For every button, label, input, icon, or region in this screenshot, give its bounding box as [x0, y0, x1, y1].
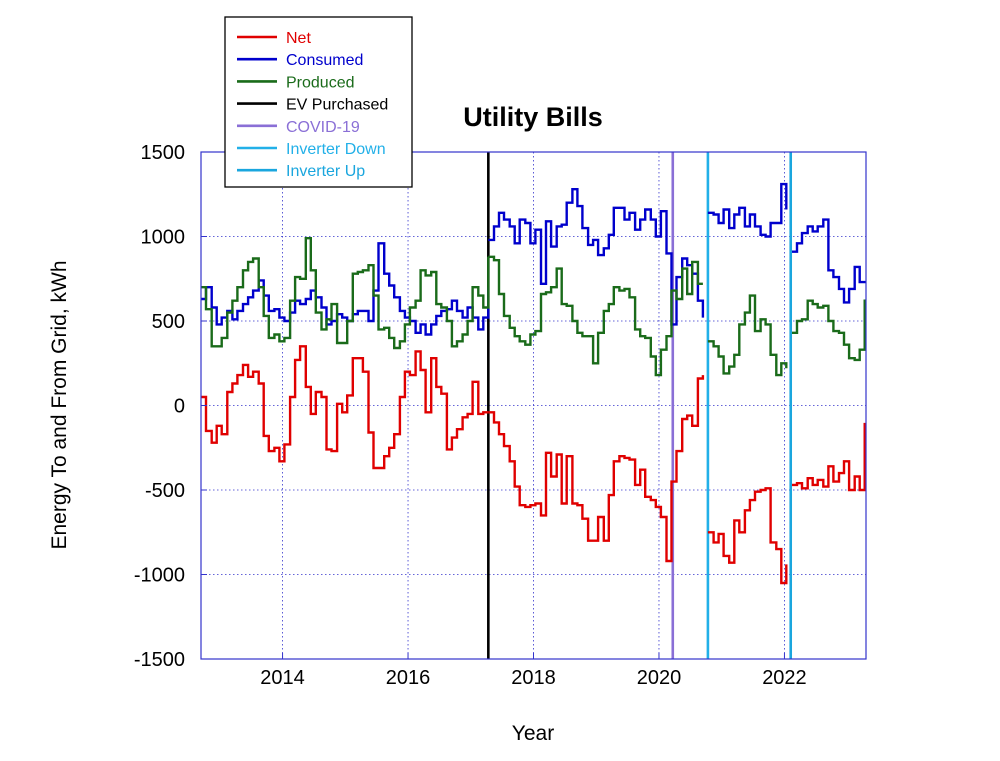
series-produced-segment-4 [792, 299, 866, 362]
series-consumed-segment-1 [201, 242, 490, 336]
event-lines [487, 152, 793, 659]
legend: Net Consumed Produced EV Purchased COVID-19 I… [224, 16, 413, 188]
legend-label-ev-purchased: EV Purchased [286, 97, 388, 114]
x-axis-label: Year [512, 722, 554, 745]
series-produced-segment-2 [488, 255, 703, 377]
legend-label-covid-19: COVID-19 [286, 119, 360, 136]
series-produced-segment-1 [201, 237, 490, 350]
legend-label-inverter-down: Inverter Down [286, 141, 386, 158]
grid-lines [201, 151, 866, 660]
legend-box [224, 16, 413, 188]
y-tick-label: -1000 [134, 565, 185, 587]
chart-title: Utility Bills [463, 102, 603, 132]
series-consumed-segment-2 [488, 188, 705, 326]
x-tick-label: 2016 [386, 667, 431, 689]
y-tick-label: 500 [152, 311, 185, 333]
series-net-segment-3 [707, 487, 788, 585]
x-tick-label: 2014 [260, 667, 305, 689]
y-axis-label: Energy To and From Grid, kWh [48, 260, 71, 549]
legend-label-net: Net [286, 30, 311, 47]
series-consumed-segment-4 [792, 218, 866, 304]
x-tick-label: 2022 [762, 667, 807, 689]
y-tick-label: 1000 [141, 227, 186, 249]
series-produced-segment-3 [707, 294, 788, 377]
y-tick-labels: -1500 -1000 -500 0 500 1000 1500 [134, 142, 207, 671]
x-tick-labels: 2014 2016 2018 2020 2022 [260, 653, 807, 689]
x-tick-label: 2018 [511, 667, 556, 689]
legend-label-inverter-up: Inverter Up [286, 163, 365, 180]
series-lines [201, 182, 866, 585]
y-tick-label: -1500 [134, 649, 185, 671]
series-consumed-segment-3 [707, 182, 788, 238]
y-tick-label: 0 [174, 396, 185, 418]
x-tick-label: 2020 [637, 667, 682, 689]
legend-label-consumed: Consumed [286, 52, 363, 69]
y-tick-label: 1500 [141, 142, 186, 164]
series-net-segment-2 [488, 375, 705, 563]
legend-label-produced: Produced [286, 74, 355, 91]
y-tick-label: -500 [145, 480, 185, 502]
series-net-segment-1 [201, 345, 489, 470]
series-net-segment-4 [792, 422, 866, 492]
